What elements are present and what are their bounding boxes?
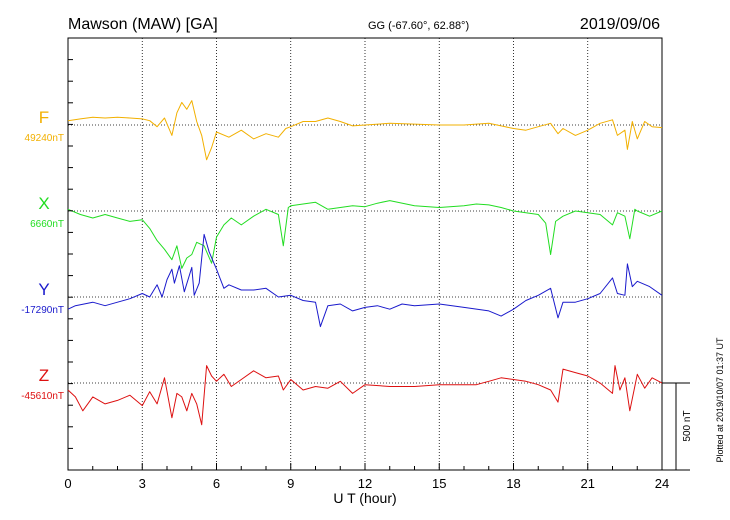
scale-bar-label: 500 nT xyxy=(682,410,693,441)
grid-lines xyxy=(68,38,662,470)
series-name-F: F xyxy=(39,108,49,127)
x-tick-label-18: 18 xyxy=(506,476,520,491)
series-name-Z: Z xyxy=(39,366,49,385)
x-tick-label-21: 21 xyxy=(581,476,595,491)
series-name-Y: Y xyxy=(38,280,49,299)
baseline-value-Z: -45610nT xyxy=(21,391,64,402)
station-title: Mawson (MAW) [GA] xyxy=(68,16,218,33)
x-tick-label-3: 3 xyxy=(139,476,146,491)
trace-F xyxy=(67,100,663,161)
x-tick-label-6: 6 xyxy=(213,476,220,491)
baseline-value-F: 49240nT xyxy=(25,133,64,144)
x-axis-ticks: 0 3 6 9 12 15 18 21 24 xyxy=(64,59,669,491)
scale-bar: 500 nT xyxy=(662,382,693,471)
x-tick-label-9: 9 xyxy=(287,476,294,491)
traces-group xyxy=(67,100,663,426)
trace-Y xyxy=(67,233,663,328)
baseline-value-X: 6660nT xyxy=(30,219,64,230)
baseline-value-Y: -17290nT xyxy=(21,305,64,316)
trace-Z xyxy=(67,365,663,426)
coordinates-label: GG (-67.60°, 62.88°) xyxy=(368,20,469,32)
x-tick-label-12: 12 xyxy=(358,476,372,491)
trace-X xyxy=(67,200,663,269)
plotted-timestamp: Plotted at 2019/10/07 01:37 UT xyxy=(715,337,725,463)
x-tick-label-24: 24 xyxy=(655,476,669,491)
x-tick-label-15: 15 xyxy=(432,476,446,491)
series-labels: F 49240nT X 6660nT Y -17290nT Z -45610nT xyxy=(21,108,64,402)
x-axis-label: U T (hour) xyxy=(333,490,396,506)
date-label: 2019/09/06 xyxy=(580,16,660,33)
x-tick-label-0: 0 xyxy=(64,476,71,491)
series-name-X: X xyxy=(38,194,49,213)
